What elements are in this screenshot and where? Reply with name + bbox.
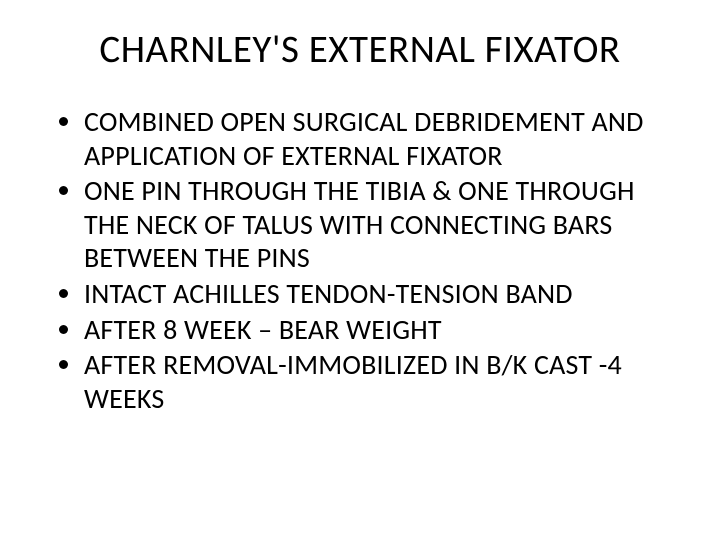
list-item: COMBINED OPEN SURGICAL DEBRIDEMENT AND A… [84, 105, 680, 172]
list-item: INTACT ACHILLES TENDON-TENSION BAND [84, 277, 680, 311]
slide: CHARNLEY'S EXTERNAL FIXATOR COMBINED OPE… [0, 0, 720, 540]
bullet-list: COMBINED OPEN SURGICAL DEBRIDEMENT AND A… [40, 105, 680, 415]
list-item: AFTER 8 WEEK – BEAR WEIGHT [84, 313, 680, 347]
slide-title: CHARNLEY'S EXTERNAL FIXATOR [40, 26, 680, 73]
list-item: AFTER REMOVAL-IMMOBILIZED IN B/K CAST -4… [84, 348, 680, 415]
list-item: ONE PIN THROUGH THE TIBIA & ONE THROUGH … [84, 174, 680, 275]
